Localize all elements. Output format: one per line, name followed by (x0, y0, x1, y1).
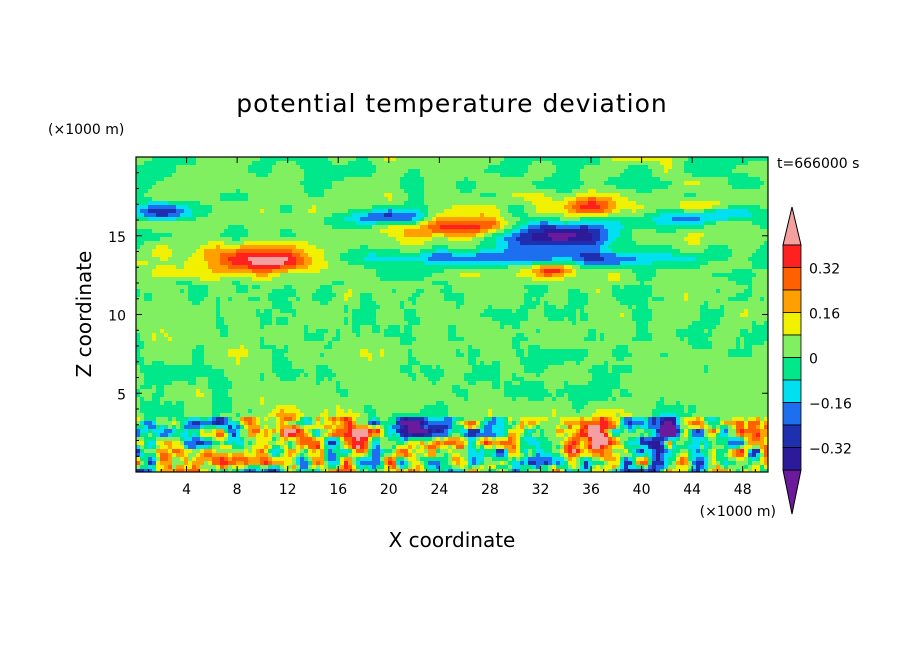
y-tick-label: 10 (108, 309, 126, 325)
colorbar-tick-label: 0.32 (809, 262, 840, 278)
y-tick-label: 5 (117, 387, 126, 403)
colorbar-bottom-arrow (782, 469, 802, 515)
colorbar-swatch (782, 312, 802, 336)
y-tick-label: 15 (108, 230, 126, 246)
x-axis: 4 8 12 16 20 24 28 32 36 40 44 48 (148, 157, 756, 498)
colorbar-tick-label: 0.16 (809, 307, 840, 323)
time-label: t=666000 s (777, 156, 859, 172)
x-axis-title: X coordinate (389, 528, 516, 552)
x-tick-label: 44 (683, 482, 701, 498)
x-tick-label: 28 (481, 482, 499, 498)
colorbar-swatch (782, 379, 802, 403)
x-tick-label: 48 (734, 482, 752, 498)
colorbar-swatch (782, 244, 802, 268)
colorbar-swatch (782, 402, 802, 426)
colorbar-swatch (782, 334, 802, 358)
colorbar-swatch (782, 357, 802, 381)
x-tick-label: 4 (182, 482, 191, 498)
colorbar-swatch (782, 447, 802, 471)
colorbar-top-arrow (782, 206, 802, 246)
colorbar-swatch (782, 289, 802, 313)
chart-title: potential temperature deviation (236, 89, 667, 118)
colorbar-swatch (782, 424, 802, 448)
y-axis: 5 10 15 (108, 172, 768, 457)
x-tick-label: 16 (329, 482, 347, 498)
x-tick-label: 12 (279, 482, 297, 498)
colorbar-tick-label: 0 (809, 352, 818, 368)
x-tick-label: 40 (633, 482, 651, 498)
colorbar: 0.32 0.16 0 −0.16 −0.32 (782, 206, 852, 515)
colorbar-tick-label: −0.16 (809, 397, 852, 413)
colorbar-swatch (782, 267, 802, 291)
colorbar-tick-label: −0.32 (809, 442, 852, 458)
x-tick-label: 32 (532, 482, 550, 498)
y-unit-label: (×1000 m) (48, 122, 124, 138)
x-tick-label: 20 (380, 482, 398, 498)
x-unit-label: (×1000 m) (700, 504, 776, 520)
x-tick-label: 8 (233, 482, 242, 498)
x-tick-label: 24 (430, 482, 448, 498)
contour-field (136, 157, 768, 472)
y-axis-title: Z coordinate (72, 251, 96, 378)
x-tick-label: 36 (582, 482, 600, 498)
